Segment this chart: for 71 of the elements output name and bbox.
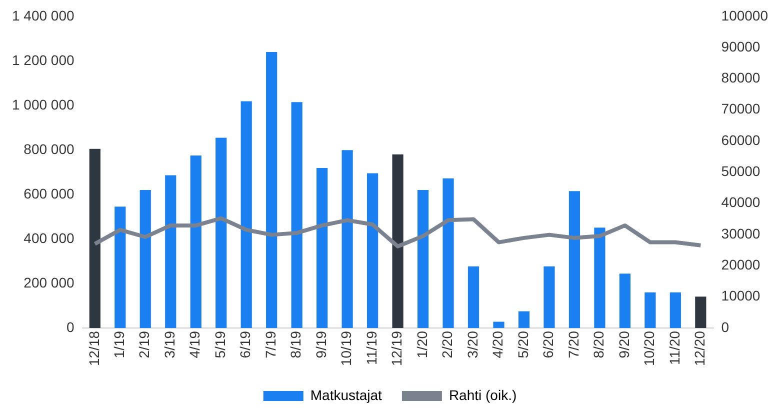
y2-tick-label: 90000 xyxy=(721,38,760,54)
y2-tick-label: 0 xyxy=(721,318,730,335)
x-tick-label: 9/20 xyxy=(616,330,632,358)
x-tick-label: 2/20 xyxy=(439,330,456,358)
x-tick-label: 5/20 xyxy=(514,330,531,358)
bar xyxy=(216,138,227,328)
bar xyxy=(316,168,328,328)
y2-tick-label: 70000 xyxy=(721,100,760,117)
y2-tick-label: 80000 xyxy=(721,70,760,86)
bar xyxy=(493,322,504,328)
y2-tick-label: 60000 xyxy=(721,132,760,148)
y2-tick-label: 50000 xyxy=(721,163,760,180)
bar xyxy=(695,296,706,328)
bar xyxy=(594,228,606,328)
y2-tick-label: 20000 xyxy=(721,256,760,273)
x-tick-label: 10/19 xyxy=(338,330,354,366)
x-tick-label: 7/19 xyxy=(262,330,278,358)
bar xyxy=(644,292,656,328)
x-tick-label: 11/20 xyxy=(666,330,682,365)
x-tick-label: 2/19 xyxy=(136,330,152,358)
legend-label: Matkustajat xyxy=(310,386,382,403)
y-tick-label: 1 000 000 xyxy=(12,96,74,112)
bar xyxy=(366,173,378,328)
y2-tick-label: 100000 xyxy=(721,7,768,24)
y2-tick-label: 40000 xyxy=(721,194,760,210)
x-tick-label: 5/19 xyxy=(212,330,228,358)
y-tick-label: 800 000 xyxy=(24,140,74,157)
x-tick-label: 11/19 xyxy=(363,330,380,365)
y-tick-label: 1 200 000 xyxy=(12,52,74,68)
bar xyxy=(518,311,530,328)
bar xyxy=(114,206,126,328)
bar xyxy=(619,274,630,328)
bar xyxy=(140,190,151,328)
y-tick-label: 0 xyxy=(66,318,74,335)
bar xyxy=(291,102,302,328)
bar xyxy=(240,101,252,328)
bar xyxy=(342,150,353,328)
x-tick-label: 4/20 xyxy=(490,330,506,358)
x-tick-label: 6/19 xyxy=(237,330,254,358)
x-tick-label: 8/20 xyxy=(590,330,607,358)
legend-label: Rahti (oik.) xyxy=(448,386,517,403)
bar xyxy=(417,190,429,328)
bar xyxy=(442,178,454,328)
bar xyxy=(544,266,555,328)
x-tick-label: 9/19 xyxy=(312,330,329,358)
y-tick-label: 200 000 xyxy=(24,274,74,290)
x-tick-label: 3/19 xyxy=(161,330,178,358)
x-tick-label: 1/20 xyxy=(414,330,430,358)
bar xyxy=(568,191,580,328)
bar xyxy=(190,155,202,328)
x-tick-label: 10/20 xyxy=(641,330,658,366)
x-tick-label: 7/20 xyxy=(565,330,582,358)
x-tick-label: 12/19 xyxy=(388,330,405,366)
x-tick-label: 6/20 xyxy=(540,330,556,358)
y-tick-label: 400 000 xyxy=(24,230,74,246)
bar xyxy=(165,175,176,328)
x-tick-label: 3/20 xyxy=(464,330,480,358)
bar xyxy=(392,154,404,328)
y-tick-label: 600 000 xyxy=(24,185,74,202)
x-tick-label: 4/19 xyxy=(186,330,203,358)
bar xyxy=(670,292,681,328)
bar xyxy=(468,266,480,328)
x-tick-label: 12/20 xyxy=(692,330,708,366)
bar xyxy=(89,148,100,328)
y-tick-label: 1 400 000 xyxy=(12,7,74,24)
y2-tick-label: 10000 xyxy=(721,288,760,304)
x-tick-label: 8/19 xyxy=(288,330,304,358)
y2-tick-label: 30000 xyxy=(721,225,760,242)
x-tick-label: 12/18 xyxy=(86,330,102,366)
x-tick-label: 1/19 xyxy=(111,330,127,358)
bar xyxy=(266,52,278,328)
